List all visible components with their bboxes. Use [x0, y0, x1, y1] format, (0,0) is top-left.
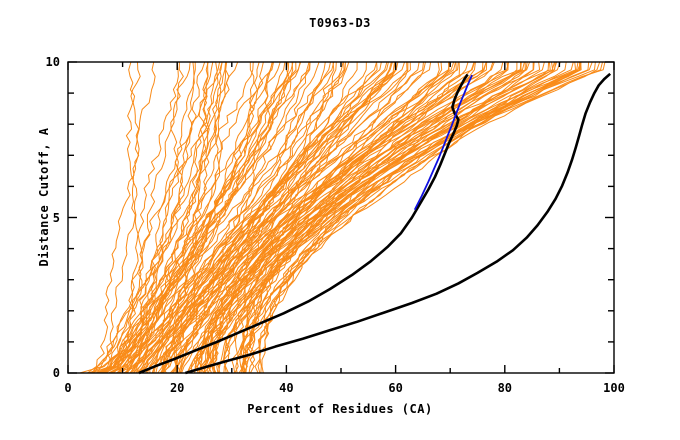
x-tick-label: 80 — [497, 381, 513, 395]
background-curve — [126, 61, 335, 374]
background-curve — [97, 61, 184, 374]
x-tick-label: 0 — [64, 381, 72, 395]
background-curve — [103, 61, 141, 374]
background-curve — [126, 61, 335, 374]
background-curve — [157, 61, 388, 374]
background-curve — [159, 61, 450, 374]
background-curve — [133, 61, 310, 374]
highlight-curve-1 — [138, 73, 469, 375]
background-curve — [88, 61, 219, 374]
chart-title: T0963-D3 — [309, 16, 371, 30]
background-curve — [79, 61, 191, 374]
background-curve — [175, 61, 420, 374]
background-curve — [96, 61, 239, 374]
background-curve — [159, 61, 432, 374]
background-curve — [172, 61, 450, 374]
background-curve — [212, 61, 558, 374]
background-curve — [240, 61, 577, 374]
y-tick-label: 5 — [52, 210, 60, 225]
highlight-series-group — [138, 72, 612, 375]
background-curve — [172, 61, 455, 374]
background-curve — [105, 61, 275, 374]
background-curve — [177, 61, 426, 374]
x-axis-label: Percent of Residues (CA) — [247, 402, 433, 416]
x-tick-label: 40 — [279, 381, 294, 395]
y-tick-label: 10 — [45, 55, 60, 69]
y-axis-label: Distance Cutoff, A — [37, 127, 51, 267]
background-curve — [119, 61, 301, 374]
axes-group — [67, 61, 615, 374]
background-curve — [161, 61, 408, 374]
background-curve — [100, 61, 254, 374]
background-curve — [203, 61, 522, 374]
background-curve — [116, 61, 311, 374]
background-curve — [245, 61, 604, 374]
background-curve — [95, 61, 260, 374]
background-curve — [173, 61, 457, 374]
y-tick-label: 0 — [52, 366, 60, 380]
background-curve — [202, 61, 518, 374]
background-curve — [196, 61, 509, 374]
background-curve — [231, 61, 582, 374]
background-curve — [243, 61, 581, 374]
x-tick-label: 60 — [388, 381, 403, 395]
x-tick-label: 20 — [169, 381, 185, 395]
background-curve — [94, 61, 230, 374]
background-curve — [249, 61, 581, 374]
x-tick-label: 100 — [603, 381, 625, 395]
background-curve — [99, 61, 179, 374]
background-curve — [152, 61, 392, 374]
background-curve — [88, 61, 209, 374]
secondary-highlight-curve — [413, 74, 473, 211]
background-curve — [160, 61, 378, 374]
background-curve — [179, 61, 488, 374]
background-curve — [125, 61, 320, 374]
background-curve — [100, 61, 221, 374]
background-curve — [133, 61, 345, 374]
background-curve — [96, 61, 227, 374]
background-curve — [259, 61, 556, 374]
highlight-curve-2 — [185, 72, 612, 375]
background-curve — [207, 61, 522, 374]
background-curve — [87, 61, 140, 374]
background-curve — [106, 61, 286, 374]
